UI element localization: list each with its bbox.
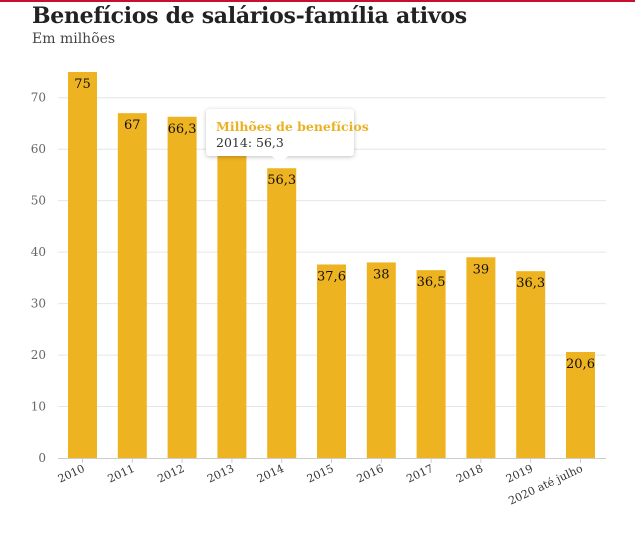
bar — [516, 271, 546, 458]
y-tick-label: 20 — [31, 348, 46, 362]
bar — [366, 262, 396, 458]
data-label: 37,6 — [317, 269, 346, 284]
x-tick-label: 2017 — [404, 462, 435, 486]
bar — [466, 257, 496, 458]
data-label: 75 — [74, 77, 91, 92]
data-label: 36,5 — [417, 275, 446, 290]
bar — [217, 151, 247, 459]
data-label: 36,3 — [516, 276, 545, 291]
y-tick-label: 70 — [31, 91, 46, 105]
bar — [566, 351, 595, 458]
y-tick-label: 10 — [31, 400, 46, 414]
tooltip: Milhões de benefícios 2014: 56,3 — [206, 109, 369, 164]
tooltip-title: Milhões de benefícios — [216, 119, 369, 134]
bar — [317, 264, 346, 458]
data-label: 56,3 — [267, 173, 296, 188]
y-tick-label: 50 — [31, 194, 46, 208]
x-tick-label: 2013 — [205, 462, 236, 486]
tooltip-row: 2014: 56,3 — [216, 135, 284, 150]
chart-title: Benefícios de salários-família ativos — [32, 3, 467, 29]
bar — [416, 270, 446, 458]
tooltip-year: 2014 — [216, 135, 248, 150]
bar — [68, 72, 97, 458]
x-tick-label: 2018 — [454, 462, 485, 486]
y-tick-label: 0 — [38, 451, 46, 465]
data-label: 38 — [373, 267, 390, 282]
data-label: 39 — [473, 262, 490, 277]
data-label: 67 — [124, 118, 141, 133]
chart-subtitle: Em milhões — [32, 31, 116, 47]
bar — [167, 116, 197, 458]
tooltip-value: 56,3 — [256, 135, 284, 150]
data-label: 66,3 — [168, 122, 197, 137]
x-tick-label: 2010 — [56, 462, 87, 486]
data-label: 20,6 — [566, 357, 595, 372]
x-tick-label: 2015 — [305, 462, 336, 486]
x-tick-label: 2019 — [504, 462, 535, 486]
y-tick-label: 40 — [31, 245, 46, 259]
bar — [267, 168, 297, 458]
x-tick-label: 2011 — [106, 462, 137, 486]
y-tick-label: 30 — [31, 297, 46, 311]
x-tick-label: 2016 — [355, 462, 386, 486]
x-tick-label: 2014 — [255, 462, 286, 486]
y-tick-label: 60 — [31, 142, 46, 156]
x-tick-label: 2012 — [155, 462, 186, 486]
top-accent-line — [0, 0, 635, 2]
bar — [117, 113, 147, 458]
